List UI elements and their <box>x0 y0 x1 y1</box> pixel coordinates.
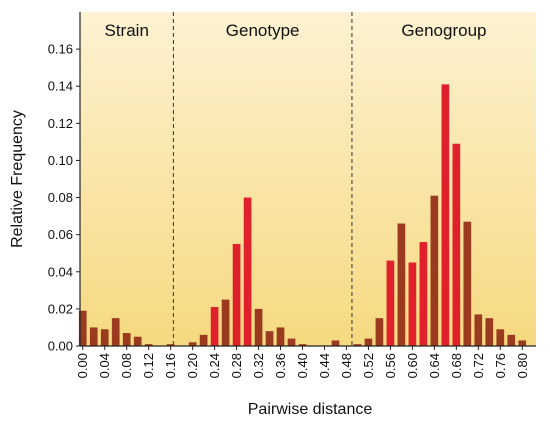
x-tick-label: 0.04 <box>97 353 112 378</box>
x-tick-label: 0.40 <box>295 353 310 378</box>
bar-0.20 <box>188 342 197 346</box>
bar-0.54 <box>375 318 384 346</box>
y-tick-label: 0.16 <box>48 42 73 57</box>
y-tick-label: 0.12 <box>48 116 73 131</box>
region-labels: Strain Genotype Genogroup <box>104 12 487 346</box>
x-tick-label: 0.28 <box>229 353 244 378</box>
bar-0.30 <box>243 197 252 346</box>
bars <box>78 84 527 346</box>
x-tick-label: 0.80 <box>515 353 530 378</box>
x-tick-label: 0.72 <box>471 353 486 378</box>
y-tick-label: 0.06 <box>48 227 73 242</box>
bar-0.22 <box>199 334 208 346</box>
x-tick-label: 0.08 <box>119 353 134 378</box>
bar-0.02 <box>89 327 98 346</box>
bar-0.62 <box>419 242 428 346</box>
region-label-genogroup: Genogroup <box>401 21 486 40</box>
bar-0.46 <box>331 340 340 346</box>
bar-0.78 <box>507 334 516 346</box>
x-tick-label: 0.76 <box>493 353 508 378</box>
bar-0.04 <box>100 329 109 346</box>
bar-0.70 <box>463 221 472 346</box>
bar-0.06 <box>111 318 120 346</box>
bar-0.74 <box>485 318 494 346</box>
x-tick-label: 0.32 <box>251 353 266 378</box>
bar-0.12 <box>144 344 153 346</box>
x-tick-label: 0.48 <box>339 353 354 378</box>
bar-0.24 <box>210 307 219 346</box>
bar-0.80 <box>518 340 527 346</box>
x-axis-title: Pairwise distance <box>248 401 373 418</box>
bar-0.00 <box>78 310 87 346</box>
y-tick-label: 0.00 <box>48 339 73 354</box>
x-tick-label: 0.20 <box>185 353 200 378</box>
x-tick-label: 0.36 <box>273 353 288 378</box>
bar-0.72 <box>474 314 483 346</box>
bar-0.10 <box>133 336 142 346</box>
y-tick-label: 0.10 <box>48 153 73 168</box>
x-tick-label: 0.00 <box>75 353 90 378</box>
bar-0.56 <box>386 260 395 346</box>
y-tick-label: 0.14 <box>48 79 73 94</box>
bar-0.28 <box>232 243 241 346</box>
region-label-genotype: Genotype <box>226 21 300 40</box>
bar-0.76 <box>496 329 505 346</box>
bar-0.52 <box>364 338 373 346</box>
bar-0.38 <box>287 338 296 346</box>
y-tick-label: 0.08 <box>48 190 73 205</box>
x-tick-label: 0.60 <box>405 353 420 378</box>
x-tick-label: 0.12 <box>141 353 156 378</box>
region-label-strain: Strain <box>104 21 148 40</box>
bar-0.66 <box>441 84 450 346</box>
bar-0.58 <box>397 223 406 346</box>
axes: 0.00 0.02 0.04 0.06 0.08 0.10 0.12 0.14 0.16 0.00… <box>48 12 536 378</box>
x-tick-label: 0.56 <box>383 353 398 378</box>
x-tick-label: 0.44 <box>317 353 332 378</box>
bar-0.08 <box>122 333 131 346</box>
bar-0.26 <box>221 299 230 346</box>
bar-0.50 <box>353 344 362 346</box>
x-tick-label: 0.16 <box>163 353 178 378</box>
bar-0.40 <box>298 344 307 346</box>
y-axis-title: Relative Frequency <box>9 110 26 248</box>
bar-0.34 <box>265 331 274 346</box>
bar-0.60 <box>408 262 417 346</box>
bar-0.64 <box>430 195 439 346</box>
x-tick-label: 0.68 <box>449 353 464 378</box>
bar-0.68 <box>452 143 461 346</box>
x-tick-label: 0.52 <box>361 353 376 378</box>
y-tick-label: 0.04 <box>48 264 73 279</box>
bar-0.32 <box>254 308 263 346</box>
y-tick-label: 0.02 <box>48 301 73 316</box>
x-tick-label: 0.64 <box>427 353 442 378</box>
bar-0.16 <box>166 344 175 346</box>
x-tick-label: 0.24 <box>207 353 222 378</box>
bar-0.36 <box>276 327 285 346</box>
